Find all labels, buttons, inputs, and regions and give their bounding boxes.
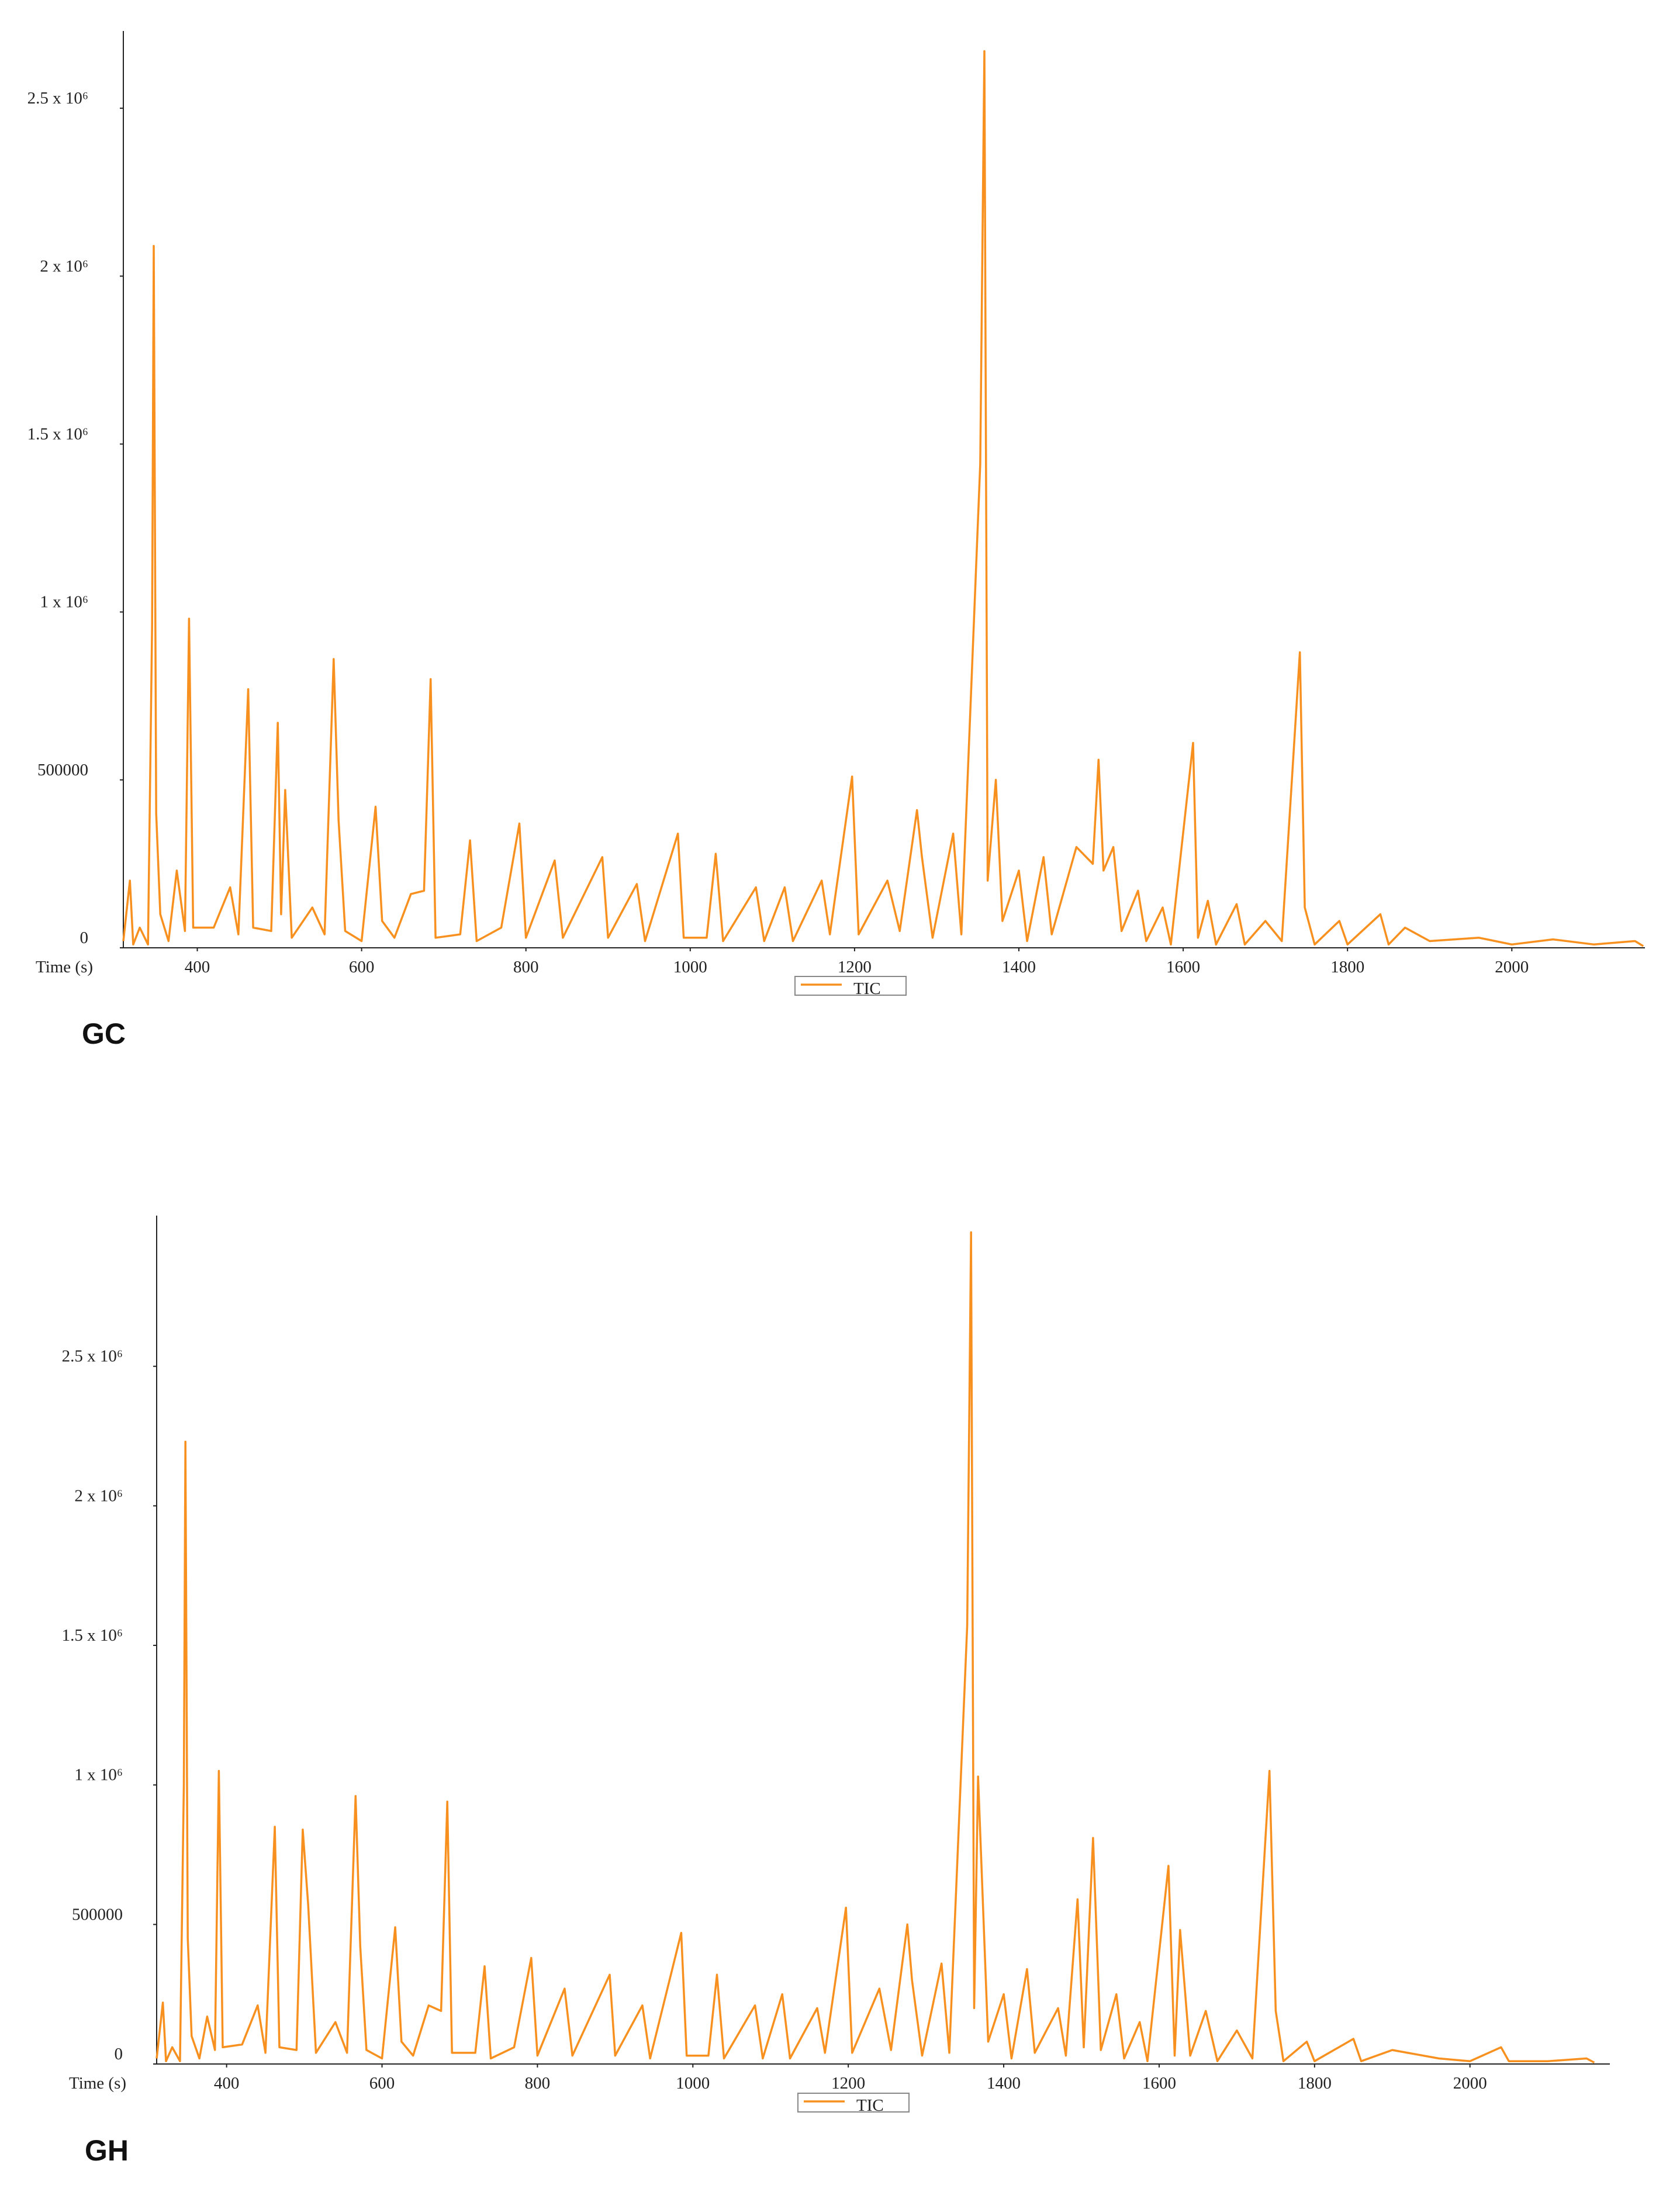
tic-line bbox=[155, 1231, 1595, 2064]
x-axis-label: Time (s) bbox=[69, 2074, 126, 2093]
y-tick-label: 1 x 10⁶ bbox=[40, 593, 88, 612]
x-tick-label: 1000 bbox=[676, 2074, 710, 2093]
tic-line bbox=[122, 50, 1644, 947]
chart: 0 500000 1 x 10⁶ 1.5 x 10⁶ 2 x 10⁶ 2.5 x 10⁶ 4… bbox=[27, 31, 1645, 1050]
x-tick-label: 800 bbox=[525, 2074, 551, 2093]
x-tick-label: 400 bbox=[185, 958, 210, 976]
legend-label: TIC bbox=[856, 2096, 884, 2115]
x-tick-label: 1000 bbox=[673, 958, 707, 976]
y-tick-label: 500000 bbox=[72, 1905, 123, 1924]
x-tick-label: 600 bbox=[369, 2074, 395, 2093]
x-tick-label: 1400 bbox=[1002, 958, 1036, 976]
x-tick-label: 1800 bbox=[1330, 958, 1364, 976]
x-tick-label: 1200 bbox=[831, 2074, 865, 2093]
x-tick-label: 2000 bbox=[1495, 958, 1529, 976]
y-tick-label: 1 x 10⁶ bbox=[74, 1766, 123, 1785]
legend-box bbox=[797, 2093, 910, 2113]
chart: 0 500000 1 x 10⁶ 1.5 x 10⁶ 2 x 10⁶ 2.5 x 10⁶ 4… bbox=[62, 1216, 1610, 2167]
y-tick-label: 2 x 10⁶ bbox=[40, 257, 88, 275]
panel-label: GH bbox=[85, 2134, 129, 2167]
x-tick-label: 1200 bbox=[838, 958, 872, 976]
y-tick-label: 500000 bbox=[37, 761, 88, 779]
y-tick-label: 2 x 10⁶ bbox=[74, 1486, 123, 1505]
x-tick-label: 1600 bbox=[1166, 958, 1200, 976]
y-tick-label: 0 bbox=[80, 929, 89, 947]
x-tick-label: 1600 bbox=[1142, 2074, 1176, 2093]
x-tick-label: 1800 bbox=[1298, 2074, 1332, 2093]
x-tick-label: 600 bbox=[349, 958, 375, 976]
y-tick-label: 1.5 x 10⁶ bbox=[27, 424, 88, 443]
y-tick-label: 2.5 x 10⁶ bbox=[62, 1347, 123, 1366]
x-tick-label: 400 bbox=[214, 2074, 240, 2093]
x-tick-label: 1400 bbox=[987, 2074, 1021, 2093]
y-tick-label: 1.5 x 10⁶ bbox=[62, 1626, 123, 1645]
x-tick-label: 800 bbox=[513, 958, 539, 976]
panel-label: GC bbox=[82, 1017, 126, 1050]
x-tick-label: 2000 bbox=[1453, 2074, 1487, 2093]
legend-label: TIC bbox=[853, 979, 881, 998]
legend-box bbox=[794, 976, 907, 996]
y-tick-label: 0 bbox=[115, 2045, 123, 2063]
x-axis-label: Time (s) bbox=[36, 958, 93, 976]
y-tick-label: 2.5 x 10⁶ bbox=[27, 89, 88, 108]
